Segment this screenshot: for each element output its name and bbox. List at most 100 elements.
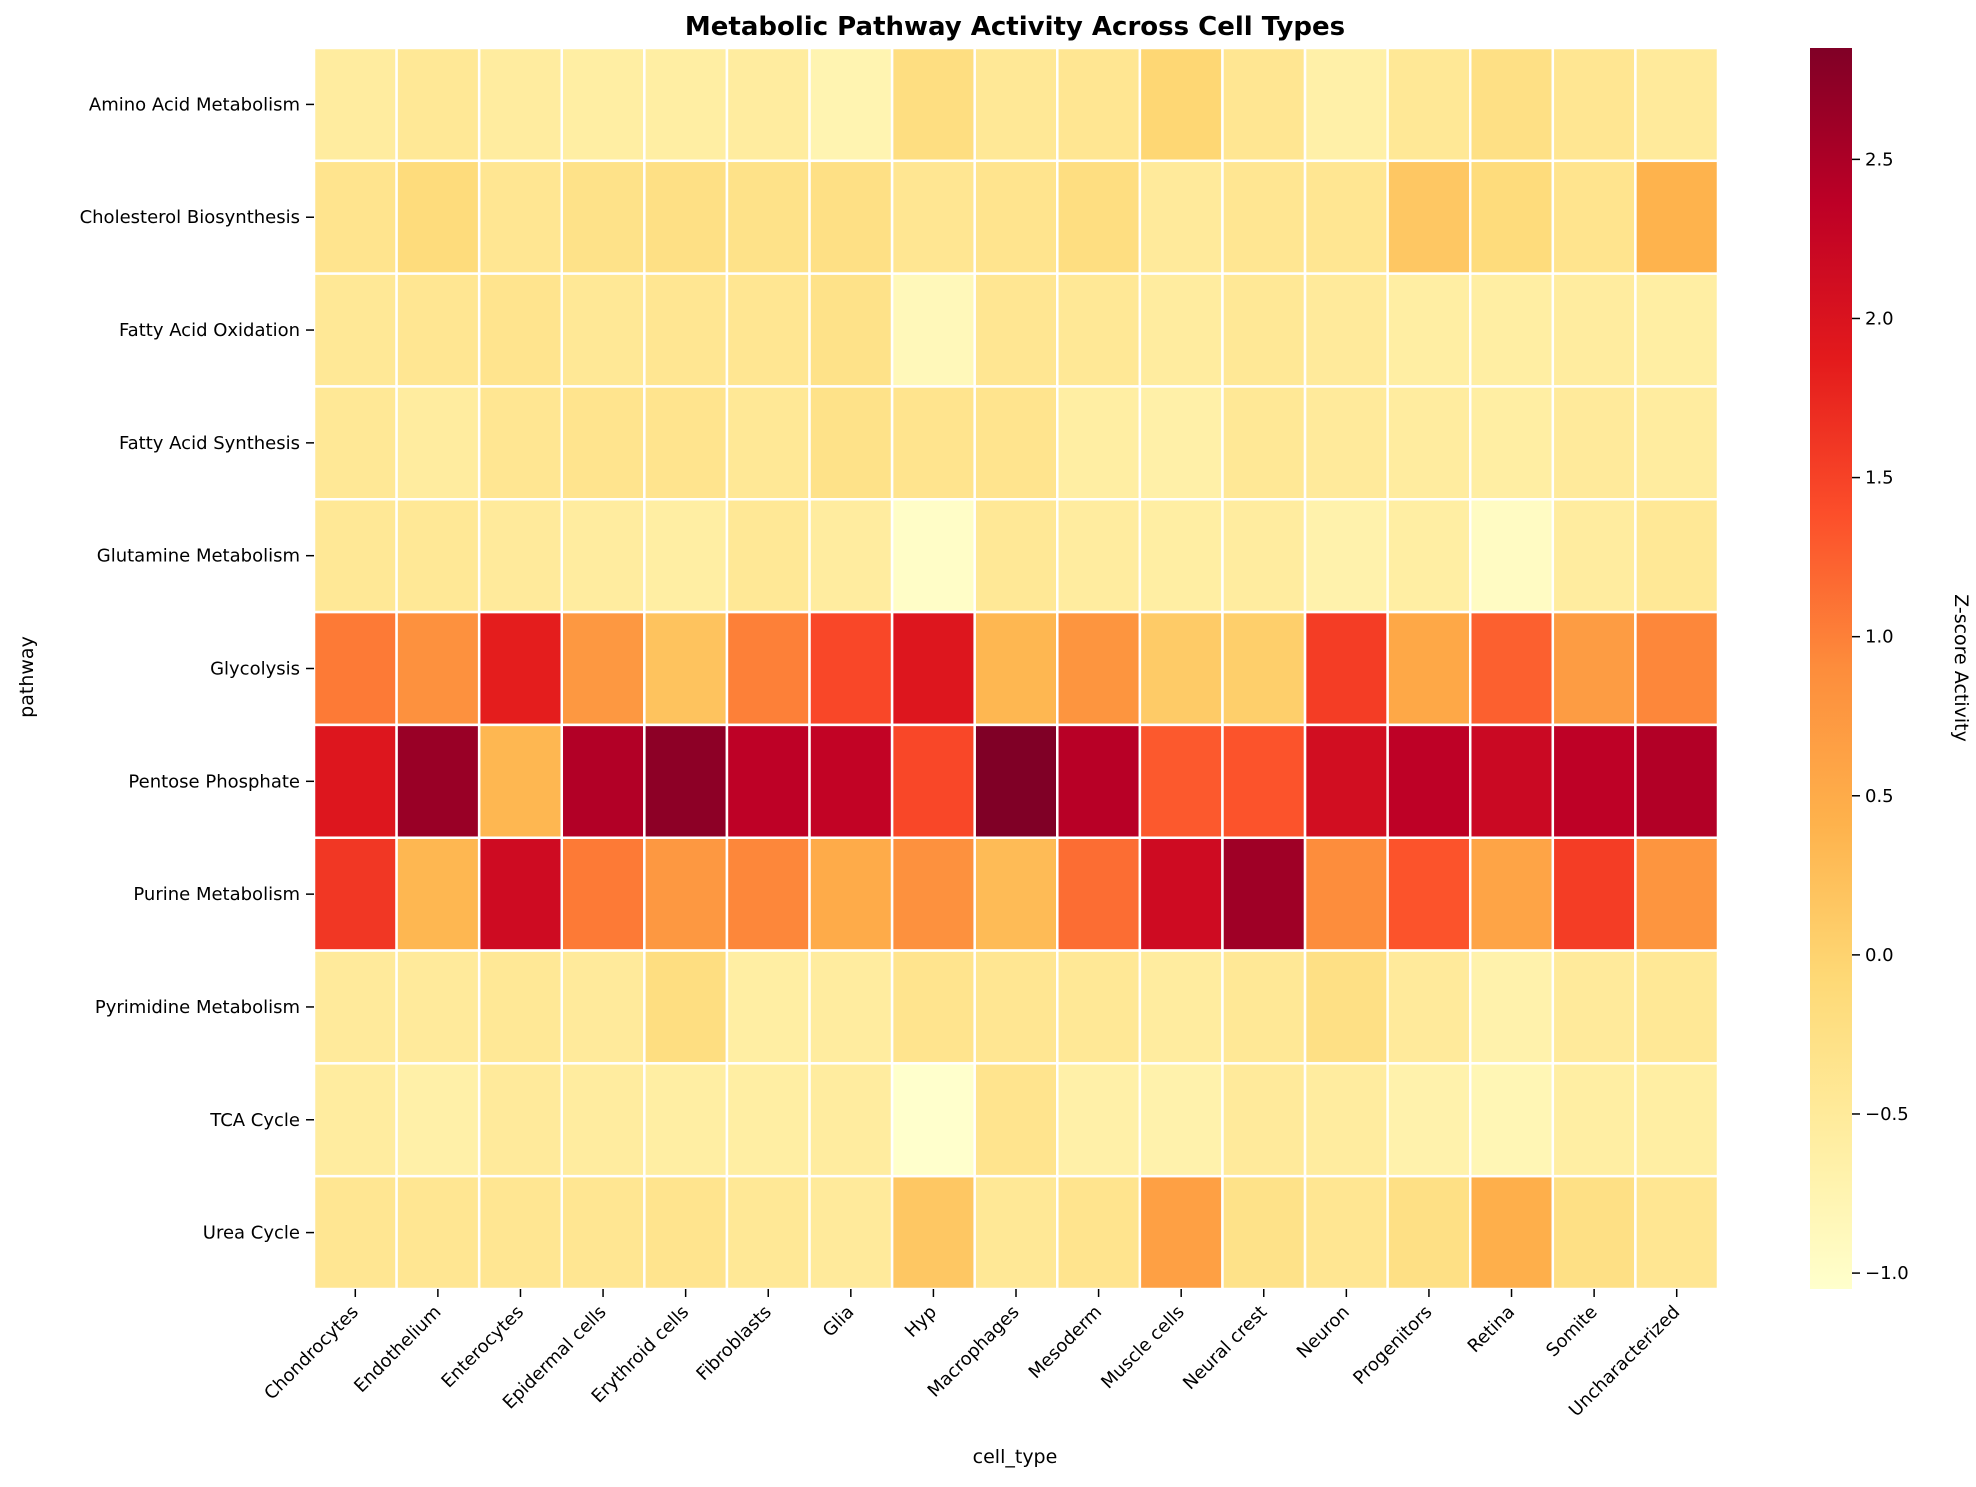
- x-tick-label: Hyp: [901, 1302, 941, 1342]
- heatmap-cell: [1221, 498, 1307, 614]
- heatmap-cell: [395, 159, 481, 275]
- heatmap-cell: [1386, 1174, 1472, 1291]
- heatmap-cell: [808, 1062, 894, 1178]
- heatmap-cell: [395, 385, 481, 501]
- heatmap-cell: [1056, 1174, 1142, 1291]
- heatmap-cell: [643, 610, 729, 727]
- heatmap-cell: [1634, 836, 1720, 952]
- colorbar-tick-label: 1.0: [1865, 627, 1894, 648]
- heatmap-cell: [560, 46, 646, 163]
- heatmap-cell: [973, 836, 1059, 952]
- colorbar-tick-label: 0.5: [1865, 786, 1894, 807]
- heatmap-cell: [1386, 1062, 1472, 1178]
- heatmap-cell: [808, 272, 894, 388]
- heatmap-cell: [643, 723, 729, 839]
- heatmap-cell: [560, 723, 646, 839]
- heatmap-cell: [1551, 159, 1637, 275]
- y-tick-label: Urea Cycle: [203, 1223, 300, 1244]
- heatmap-cell: [643, 949, 729, 1065]
- heatmap-cell: [395, 1174, 481, 1291]
- heatmap-cell: [890, 498, 976, 614]
- heatmap-cell: [477, 272, 564, 388]
- heatmap-cell: [1303, 723, 1389, 839]
- x-tick-label: Mesoderm: [1025, 1302, 1106, 1383]
- heatmap-cells: [312, 46, 1720, 1291]
- heatmap-cell: [808, 1174, 894, 1291]
- heatmap-cell: [890, 272, 976, 388]
- heatmap-cell: [312, 610, 398, 727]
- y-tick-label: Purine Metabolism: [133, 884, 300, 905]
- y-tick-label: Fatty Acid Synthesis: [119, 433, 300, 454]
- heatmap-cell: [890, 949, 976, 1065]
- heatmap-cell: [973, 498, 1059, 614]
- heatmap-cell: [1386, 836, 1472, 952]
- heatmap-cell: [890, 1174, 976, 1291]
- heatmap-cell: [1551, 46, 1637, 163]
- heatmap-cell: [1221, 272, 1307, 388]
- heatmap-cell: [725, 949, 811, 1065]
- heatmap-cell: [643, 385, 729, 501]
- heatmap-cell: [1221, 610, 1307, 727]
- heatmap-cell: [973, 1062, 1059, 1178]
- x-tick-label: Somite: [1542, 1302, 1601, 1361]
- heatmap-cell: [725, 159, 811, 275]
- x-tick-label: Fibroblasts: [692, 1302, 775, 1385]
- heatmap-cell: [1551, 385, 1637, 501]
- heatmap-cell: [1551, 498, 1637, 614]
- heatmap-cell: [1056, 610, 1142, 727]
- x-tick-label: Chondrocytes: [260, 1302, 362, 1404]
- heatmap-cell: [890, 723, 976, 839]
- heatmap-cell: [890, 159, 976, 275]
- heatmap-cell: [1056, 385, 1142, 501]
- heatmap-cell: [560, 498, 646, 614]
- x-tick-label: Retina: [1464, 1302, 1519, 1357]
- heatmap-cell: [1138, 949, 1224, 1065]
- heatmap-cell: [1221, 385, 1307, 501]
- heatmap-cell: [1303, 46, 1389, 163]
- heatmap-cell: [1221, 1062, 1307, 1178]
- heatmap-cell: [312, 723, 398, 839]
- x-axis: ChondrocytesEndotheliumEnterocytesEpider…: [260, 1289, 1684, 1421]
- heatmap-cell: [808, 159, 894, 275]
- heatmap-cell: [560, 1062, 646, 1178]
- heatmap-cell: [725, 723, 811, 839]
- heatmap-cell: [477, 610, 564, 727]
- heatmap-cell: [560, 610, 646, 727]
- heatmap-cell: [643, 272, 729, 388]
- heatmap-cell: [973, 272, 1059, 388]
- y-axis: Amino Acid Metabolism Cholesterol Biosynt…: [80, 94, 314, 1244]
- heatmap-cell: [1634, 159, 1720, 275]
- heatmap-cell: [1468, 1062, 1555, 1178]
- heatmap-cell: [1303, 385, 1389, 501]
- heatmap-cell: [1138, 46, 1224, 163]
- y-axis-label: pathway: [16, 636, 38, 718]
- heatmap-cell: [560, 272, 646, 388]
- x-tick-label: Enterocytes: [437, 1302, 528, 1393]
- heatmap-cell: [1386, 272, 1472, 388]
- heatmap-cell: [1303, 272, 1389, 388]
- heatmap-cell: [1138, 723, 1224, 839]
- heatmap-cell: [808, 385, 894, 501]
- heatmap-cell: [725, 836, 811, 952]
- heatmap-cell: [1468, 836, 1555, 952]
- heatmap-cell: [1634, 1062, 1720, 1178]
- heatmap-cell: [477, 949, 564, 1065]
- heatmap-cell: [1634, 1174, 1720, 1291]
- heatmap-cell: [477, 723, 564, 839]
- heatmap-cell: [1551, 836, 1637, 952]
- heatmap-cell: [1468, 1174, 1555, 1291]
- heatmap-cell: [395, 46, 481, 163]
- heatmap-cell: [973, 159, 1059, 275]
- heatmap-cell: [1468, 385, 1555, 501]
- heatmap-cell: [1221, 723, 1307, 839]
- x-tick-label: Glia: [819, 1302, 859, 1342]
- heatmap-cell: [643, 498, 729, 614]
- heatmap-cell: [725, 385, 811, 501]
- heatmap-cell: [1386, 723, 1472, 839]
- heatmap-cell: [1468, 610, 1555, 727]
- heatmap-cell: [1386, 949, 1472, 1065]
- heatmap-cell: [1551, 723, 1637, 839]
- heatmap-cell: [477, 836, 564, 952]
- heatmap-cell: [560, 1174, 646, 1291]
